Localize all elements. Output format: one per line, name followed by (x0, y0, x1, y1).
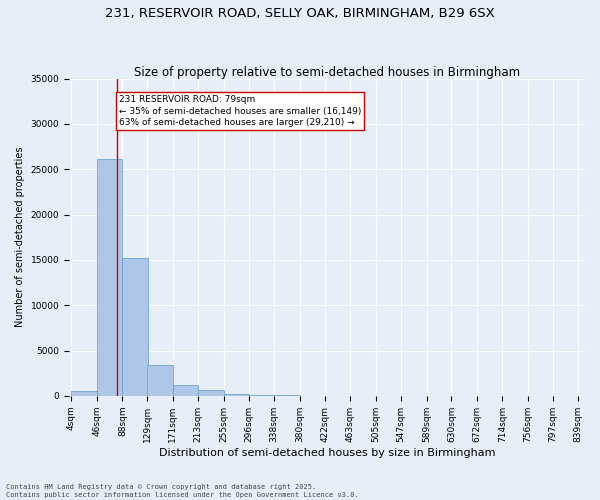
Bar (224, 394, 250, 396)
Text: 231 RESERVOIR ROAD: 79sqm
← 35% of semi-detached houses are smaller (16,149)
63%: 231 RESERVOIR ROAD: 79sqm ← 35% of semi-… (119, 95, 361, 128)
Bar (148, 365, 173, 396)
Bar (199, 390, 224, 396)
Title: Size of property relative to semi-detached houses in Birmingham: Size of property relative to semi-detach… (134, 66, 520, 78)
Bar (122, 258, 148, 396)
Bar (249, 395, 274, 396)
Bar (173, 385, 199, 396)
Y-axis label: Number of semi-detached properties: Number of semi-detached properties (15, 147, 25, 328)
Bar (97, 159, 122, 396)
Bar (71, 392, 97, 396)
Text: Contains HM Land Registry data © Crown copyright and database right 2025.
Contai: Contains HM Land Registry data © Crown c… (6, 484, 359, 498)
X-axis label: Distribution of semi-detached houses by size in Birmingham: Distribution of semi-detached houses by … (159, 448, 495, 458)
Text: 231, RESERVOIR ROAD, SELLY OAK, BIRMINGHAM, B29 6SX: 231, RESERVOIR ROAD, SELLY OAK, BIRMINGH… (105, 8, 495, 20)
